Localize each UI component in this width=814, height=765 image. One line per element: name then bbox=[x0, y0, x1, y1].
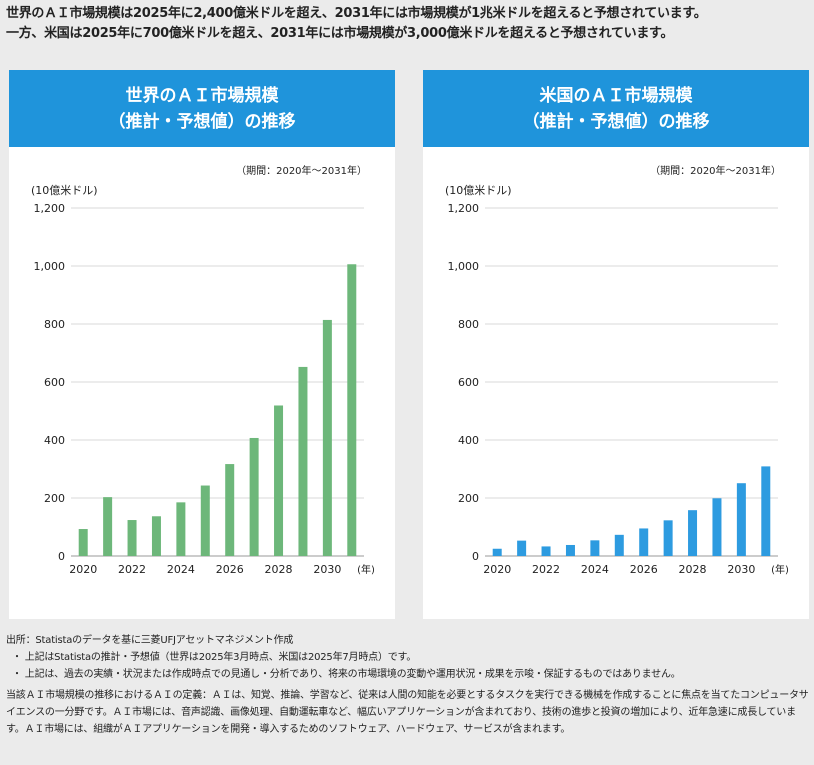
world-bar-2030 bbox=[322, 319, 332, 556]
world-y-tick-label: 0 bbox=[58, 550, 65, 563]
us-x-unit-label: (年) bbox=[771, 563, 789, 576]
us-bar-2023 bbox=[565, 544, 575, 556]
headline-line-1: 世界のＡＩ市場規模は2025年に2,400億米ドルを超え、2031年には市場規模… bbox=[6, 6, 707, 21]
us-bar-2020 bbox=[492, 548, 502, 556]
world-bar-2024 bbox=[176, 502, 186, 556]
us-bar-2028 bbox=[688, 510, 698, 556]
us-chart-panel: 米国のＡＩ市場規模 （推計・予想値）の推移 （期間：2020年～2031年） (1… bbox=[423, 70, 809, 619]
us-chart-header: 米国のＡＩ市場規模 （推計・予想値）の推移 bbox=[423, 70, 809, 147]
world-x-tick-label: 2026 bbox=[216, 563, 244, 576]
headline-line-2: 一方、米国は2025年に700億米ドルを超え、2031年には市場規模が3,000… bbox=[6, 26, 674, 41]
us-x-tick-label: 2022 bbox=[532, 563, 560, 576]
ai-definition-note: 当該ＡＩ市場規模の推移におけるＡＩの定義：ＡＩは、知覚、推論、学習など、従来は人… bbox=[6, 690, 809, 735]
us-y-tick-label: 200 bbox=[458, 492, 479, 505]
headline: 世界のＡＩ市場規模は2025年に2,400億米ドルを超え、2031年には市場規模… bbox=[6, 4, 812, 44]
world-bar-2025 bbox=[200, 485, 210, 556]
world-x-unit-label: (年) bbox=[357, 563, 375, 576]
note-bullet-2: ・ 上記は、過去の実績・状況または作成時点での見通し・分析であり、将来の市場環境… bbox=[12, 669, 681, 680]
us-x-tick-label: 2026 bbox=[630, 563, 658, 576]
note-bullet-1: ・ 上記はStatistaの推計・予想値（世界は2025年3月時点、米国は202… bbox=[12, 652, 417, 663]
world-y-tick-label: 1,000 bbox=[34, 260, 66, 273]
us-x-tick-label: 2030 bbox=[727, 563, 755, 576]
us-y-tick-label: 0 bbox=[472, 550, 479, 563]
us-bar-2027 bbox=[663, 520, 673, 556]
world-y-tick-label: 600 bbox=[44, 376, 65, 389]
world-y-tick-label: 200 bbox=[44, 492, 65, 505]
us-period-label: （期間：2020年～2031年） bbox=[650, 164, 781, 177]
us-y-tick-label: 1,200 bbox=[448, 202, 480, 215]
world-bar-2026 bbox=[225, 464, 235, 556]
world-x-tick-label: 2022 bbox=[118, 563, 146, 576]
world-bar-2027 bbox=[249, 437, 259, 556]
world-chart-panel: 世界のＡＩ市場規模 （推計・予想値）の推移 （期間：2020年～2031年） (1… bbox=[9, 70, 395, 619]
us-y-tick-label: 600 bbox=[458, 376, 479, 389]
us-bar-2022 bbox=[541, 546, 551, 556]
us-chart-title-line-1: 米国のＡＩ市場規模 bbox=[539, 85, 693, 106]
us-y-axis-label: (10億米ドル) bbox=[445, 184, 512, 197]
us-bar-2021 bbox=[517, 540, 527, 556]
us-x-tick-label: 2024 bbox=[581, 563, 609, 576]
world-bar-2020 bbox=[78, 529, 88, 556]
us-y-tick-label: 1,000 bbox=[448, 260, 480, 273]
world-period-label: （期間：2020年～2031年） bbox=[236, 164, 367, 177]
us-bar-2024 bbox=[590, 540, 600, 556]
world-x-tick-label: 2030 bbox=[313, 563, 341, 576]
us-x-tick-label: 2028 bbox=[679, 563, 707, 576]
world-x-tick-label: 2024 bbox=[167, 563, 195, 576]
us-bar-2029 bbox=[712, 498, 722, 556]
world-bar-2028 bbox=[274, 405, 284, 556]
world-bar-2029 bbox=[298, 366, 308, 556]
world-y-tick-label: 800 bbox=[44, 318, 65, 331]
world-chart-title-line-2: （推計・予想値）の推移 bbox=[108, 111, 296, 132]
world-y-axis-label: (10億米ドル) bbox=[31, 184, 98, 197]
us-bar-2031 bbox=[761, 466, 771, 556]
us-bar-2026 bbox=[639, 528, 649, 556]
world-y-tick-label: 1,200 bbox=[34, 202, 66, 215]
world-chart: （期間：2020年～2031年） (10億米ドル) 0 200 400 600 800 1,0… bbox=[31, 164, 375, 576]
world-bar-2022 bbox=[127, 520, 137, 556]
us-bar-2030 bbox=[736, 483, 746, 556]
us-x-tick-label: 2020 bbox=[483, 563, 511, 576]
us-y-tick-label: 400 bbox=[458, 434, 479, 447]
footnotes: 出所：Statistaのデータを基に三菱UFJアセットマネジメント作成 ・ 上記… bbox=[6, 632, 812, 738]
world-chart-title-line-1: 世界のＡＩ市場規模 bbox=[125, 85, 279, 106]
us-bar-2025 bbox=[614, 534, 624, 556]
world-x-tick-label: 2020 bbox=[69, 563, 97, 576]
us-y-tick-label: 800 bbox=[458, 318, 479, 331]
us-chart-title-line-2: （推計・予想値）の推移 bbox=[522, 111, 710, 132]
world-y-tick-label: 400 bbox=[44, 434, 65, 447]
world-bar-2023 bbox=[151, 516, 161, 556]
us-chart: （期間：2020年～2031年） (10億米ドル) 0 200 400 600 800 1,0… bbox=[445, 164, 789, 576]
source-note: 出所：Statistaのデータを基に三菱UFJアセットマネジメント作成 bbox=[6, 635, 294, 646]
world-bar-2031 bbox=[347, 264, 357, 556]
world-x-tick-label: 2028 bbox=[265, 563, 293, 576]
world-chart-header: 世界のＡＩ市場規模 （推計・予想値）の推移 bbox=[9, 70, 395, 147]
world-bar-2021 bbox=[103, 497, 113, 556]
